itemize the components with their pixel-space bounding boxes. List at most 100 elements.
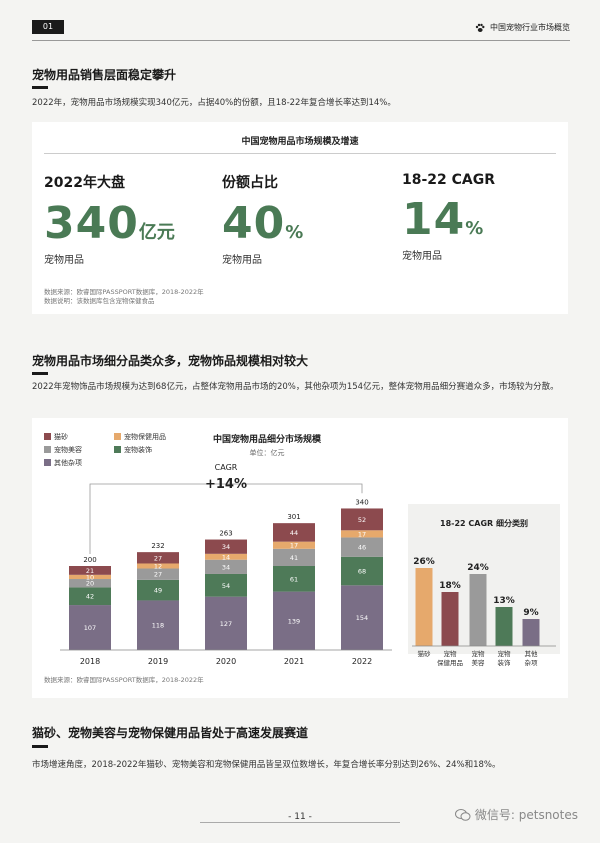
stacked-bar-segment xyxy=(341,508,383,531)
cagr-value-label: 9% xyxy=(523,608,538,618)
stat-heading: 2022年大盘 xyxy=(44,175,125,191)
card-divider xyxy=(44,153,556,154)
wechat-watermark: 微信号: petsnotes xyxy=(454,806,578,823)
legend-swatch xyxy=(44,459,51,466)
segment-value-label: 12 xyxy=(154,563,162,571)
bar-total-label: 340 xyxy=(355,498,368,506)
segment-value-label: 10 xyxy=(86,573,94,581)
data-source: 数据来源：欧睿国际PASSPORT数据库，2018-2022年 xyxy=(44,288,204,296)
legend-item: 宠物装饰 xyxy=(114,445,174,455)
legend-item: 宠物美容 xyxy=(44,445,104,455)
stat-market-size: 2022年大盘 340亿元 宠物用品 xyxy=(44,172,214,266)
cagr-category-label: 宠物 xyxy=(444,649,458,658)
cagr-bar xyxy=(415,568,433,646)
stacked-bar-segment xyxy=(137,563,179,569)
cagr-bar xyxy=(495,607,513,646)
segment-value-label: 118 xyxy=(152,622,164,630)
cagr-value-label: 18% xyxy=(439,581,461,591)
segment-value-label: 46 xyxy=(358,544,366,552)
stat-cagr: 18-22 CAGR 14% 宠物用品 xyxy=(402,172,572,262)
footer-divider xyxy=(200,822,400,823)
stacked-bar-segment xyxy=(341,556,383,586)
stat-heading: 18-22 CAGR xyxy=(402,172,496,188)
segment-value-label: 20 xyxy=(86,580,94,588)
stacked-bar-segment xyxy=(137,552,179,564)
stacked-bar-segment xyxy=(273,548,315,566)
stacked-bar-segment xyxy=(205,553,247,560)
legend-swatch xyxy=(114,446,121,453)
cagr-bracket xyxy=(89,483,363,554)
bar-total-label: 301 xyxy=(287,513,300,521)
segment-value-label: 17 xyxy=(358,530,366,538)
cagr-category-label: 杂项 xyxy=(525,659,539,667)
stacked-bar-segment xyxy=(341,585,383,650)
cagr-chart-title: 18-22 CAGR 细分类别 xyxy=(440,518,528,528)
stacked-bar-segment xyxy=(341,537,383,557)
legend-swatch xyxy=(114,433,121,440)
data-source: 数据来源：欧睿国际PASSPORT数据库，2018-2022年 xyxy=(44,676,204,684)
cagr-annotation-value: +14% xyxy=(205,477,247,492)
cagr-bar xyxy=(469,574,487,646)
bar-total-label: 200 xyxy=(83,556,96,564)
stacked-bar-segment xyxy=(69,574,111,580)
x-axis-label: 2019 xyxy=(148,657,168,666)
data-note: 数据说明：该数据库包含宠物保健食品 xyxy=(44,297,155,305)
report-header: 中国宠物行业市场概览 xyxy=(475,22,570,33)
stacked-bar-segment xyxy=(69,605,111,650)
cagr-value-label: 13% xyxy=(493,596,515,606)
cagr-annotation-label: CAGR xyxy=(215,463,238,472)
stat-value: 14% xyxy=(402,194,484,245)
stacked-bar-segment xyxy=(69,579,111,588)
segment-value-label: 139 xyxy=(288,617,300,625)
legend-swatch xyxy=(44,446,51,453)
segment-value-label: 27 xyxy=(154,571,162,579)
card-title: 中国宠物用品市场规模及增速 xyxy=(241,137,359,147)
stat-heading: 份额占比 xyxy=(222,175,278,191)
legend-item: 猫砂 xyxy=(44,432,104,442)
cagr-value-label: 24% xyxy=(467,563,489,573)
chart-unit: 单位：亿元 xyxy=(249,449,285,457)
x-axis-label: 2020 xyxy=(216,657,236,666)
stacked-bar-segment xyxy=(273,591,315,650)
stat-value: 340亿元 xyxy=(44,198,175,249)
header-divider xyxy=(32,40,570,41)
chart-legend: 猫砂 宠物保健用品 宠物美容 宠物装饰 其他杂项 xyxy=(44,430,174,469)
section-title-3: 猫砂、宠物美容与宠物保健用品皆处于高速发展赛道 xyxy=(32,726,309,740)
stacked-bar-segment xyxy=(69,566,111,575)
segment-value-label: 44 xyxy=(290,529,298,537)
segment-value-label: 154 xyxy=(356,614,368,622)
bar-total-label: 263 xyxy=(219,530,232,538)
x-axis-label: 2022 xyxy=(352,657,372,666)
stat-subtitle: 宠物用品 xyxy=(402,251,442,262)
segment-value-label: 107 xyxy=(84,624,96,632)
cagr-category-label: 装饰 xyxy=(498,658,512,667)
cagr-category-label: 其他 xyxy=(525,649,539,658)
legend-item: 其他杂项 xyxy=(44,458,104,468)
legend-swatch xyxy=(44,433,51,440)
segment-value-label: 21 xyxy=(86,567,94,575)
cagr-category-label: 保健用品 xyxy=(437,658,463,667)
stacked-bar-segment xyxy=(205,539,247,554)
segment-value-label: 68 xyxy=(358,568,366,576)
stacked-bar-segment xyxy=(205,573,247,597)
section-text-1: 2022年，宠物用品市场规模实现340亿元，占据40%的份额，且18-22年复合… xyxy=(32,98,396,108)
segment-value-label: 42 xyxy=(86,593,94,601)
stacked-bar-segment xyxy=(273,541,315,549)
section-title-1: 宠物用品销售层面稳定攀升 xyxy=(32,68,177,82)
segment-value-label: 27 xyxy=(154,554,162,562)
segment-chart-card: 猫砂 宠物保健用品 宠物美容 宠物装饰 其他杂项 中国宠物用品细分市场规模 单位… xyxy=(32,418,568,698)
segment-value-label: 34 xyxy=(222,543,230,551)
stacked-bar-segment xyxy=(341,530,383,538)
stacked-bar-segment xyxy=(273,523,315,542)
paw-icon xyxy=(475,23,485,32)
stacked-bar-segment xyxy=(69,587,111,606)
cagr-bar xyxy=(441,592,459,646)
section-bar-2 xyxy=(32,372,48,375)
segment-value-label: 52 xyxy=(358,516,366,524)
section-title-2: 宠物用品市场细分品类众多，宠物饰品规模相对较大 xyxy=(32,354,309,368)
bar-total-label: 232 xyxy=(151,542,164,550)
segment-value-label: 34 xyxy=(222,563,230,571)
section-text-2: 2022年宠物饰品市场规模为达到68亿元，占整体宠物用品市场的20%，其他杂项为… xyxy=(32,382,559,392)
section-bar-3 xyxy=(32,745,48,748)
